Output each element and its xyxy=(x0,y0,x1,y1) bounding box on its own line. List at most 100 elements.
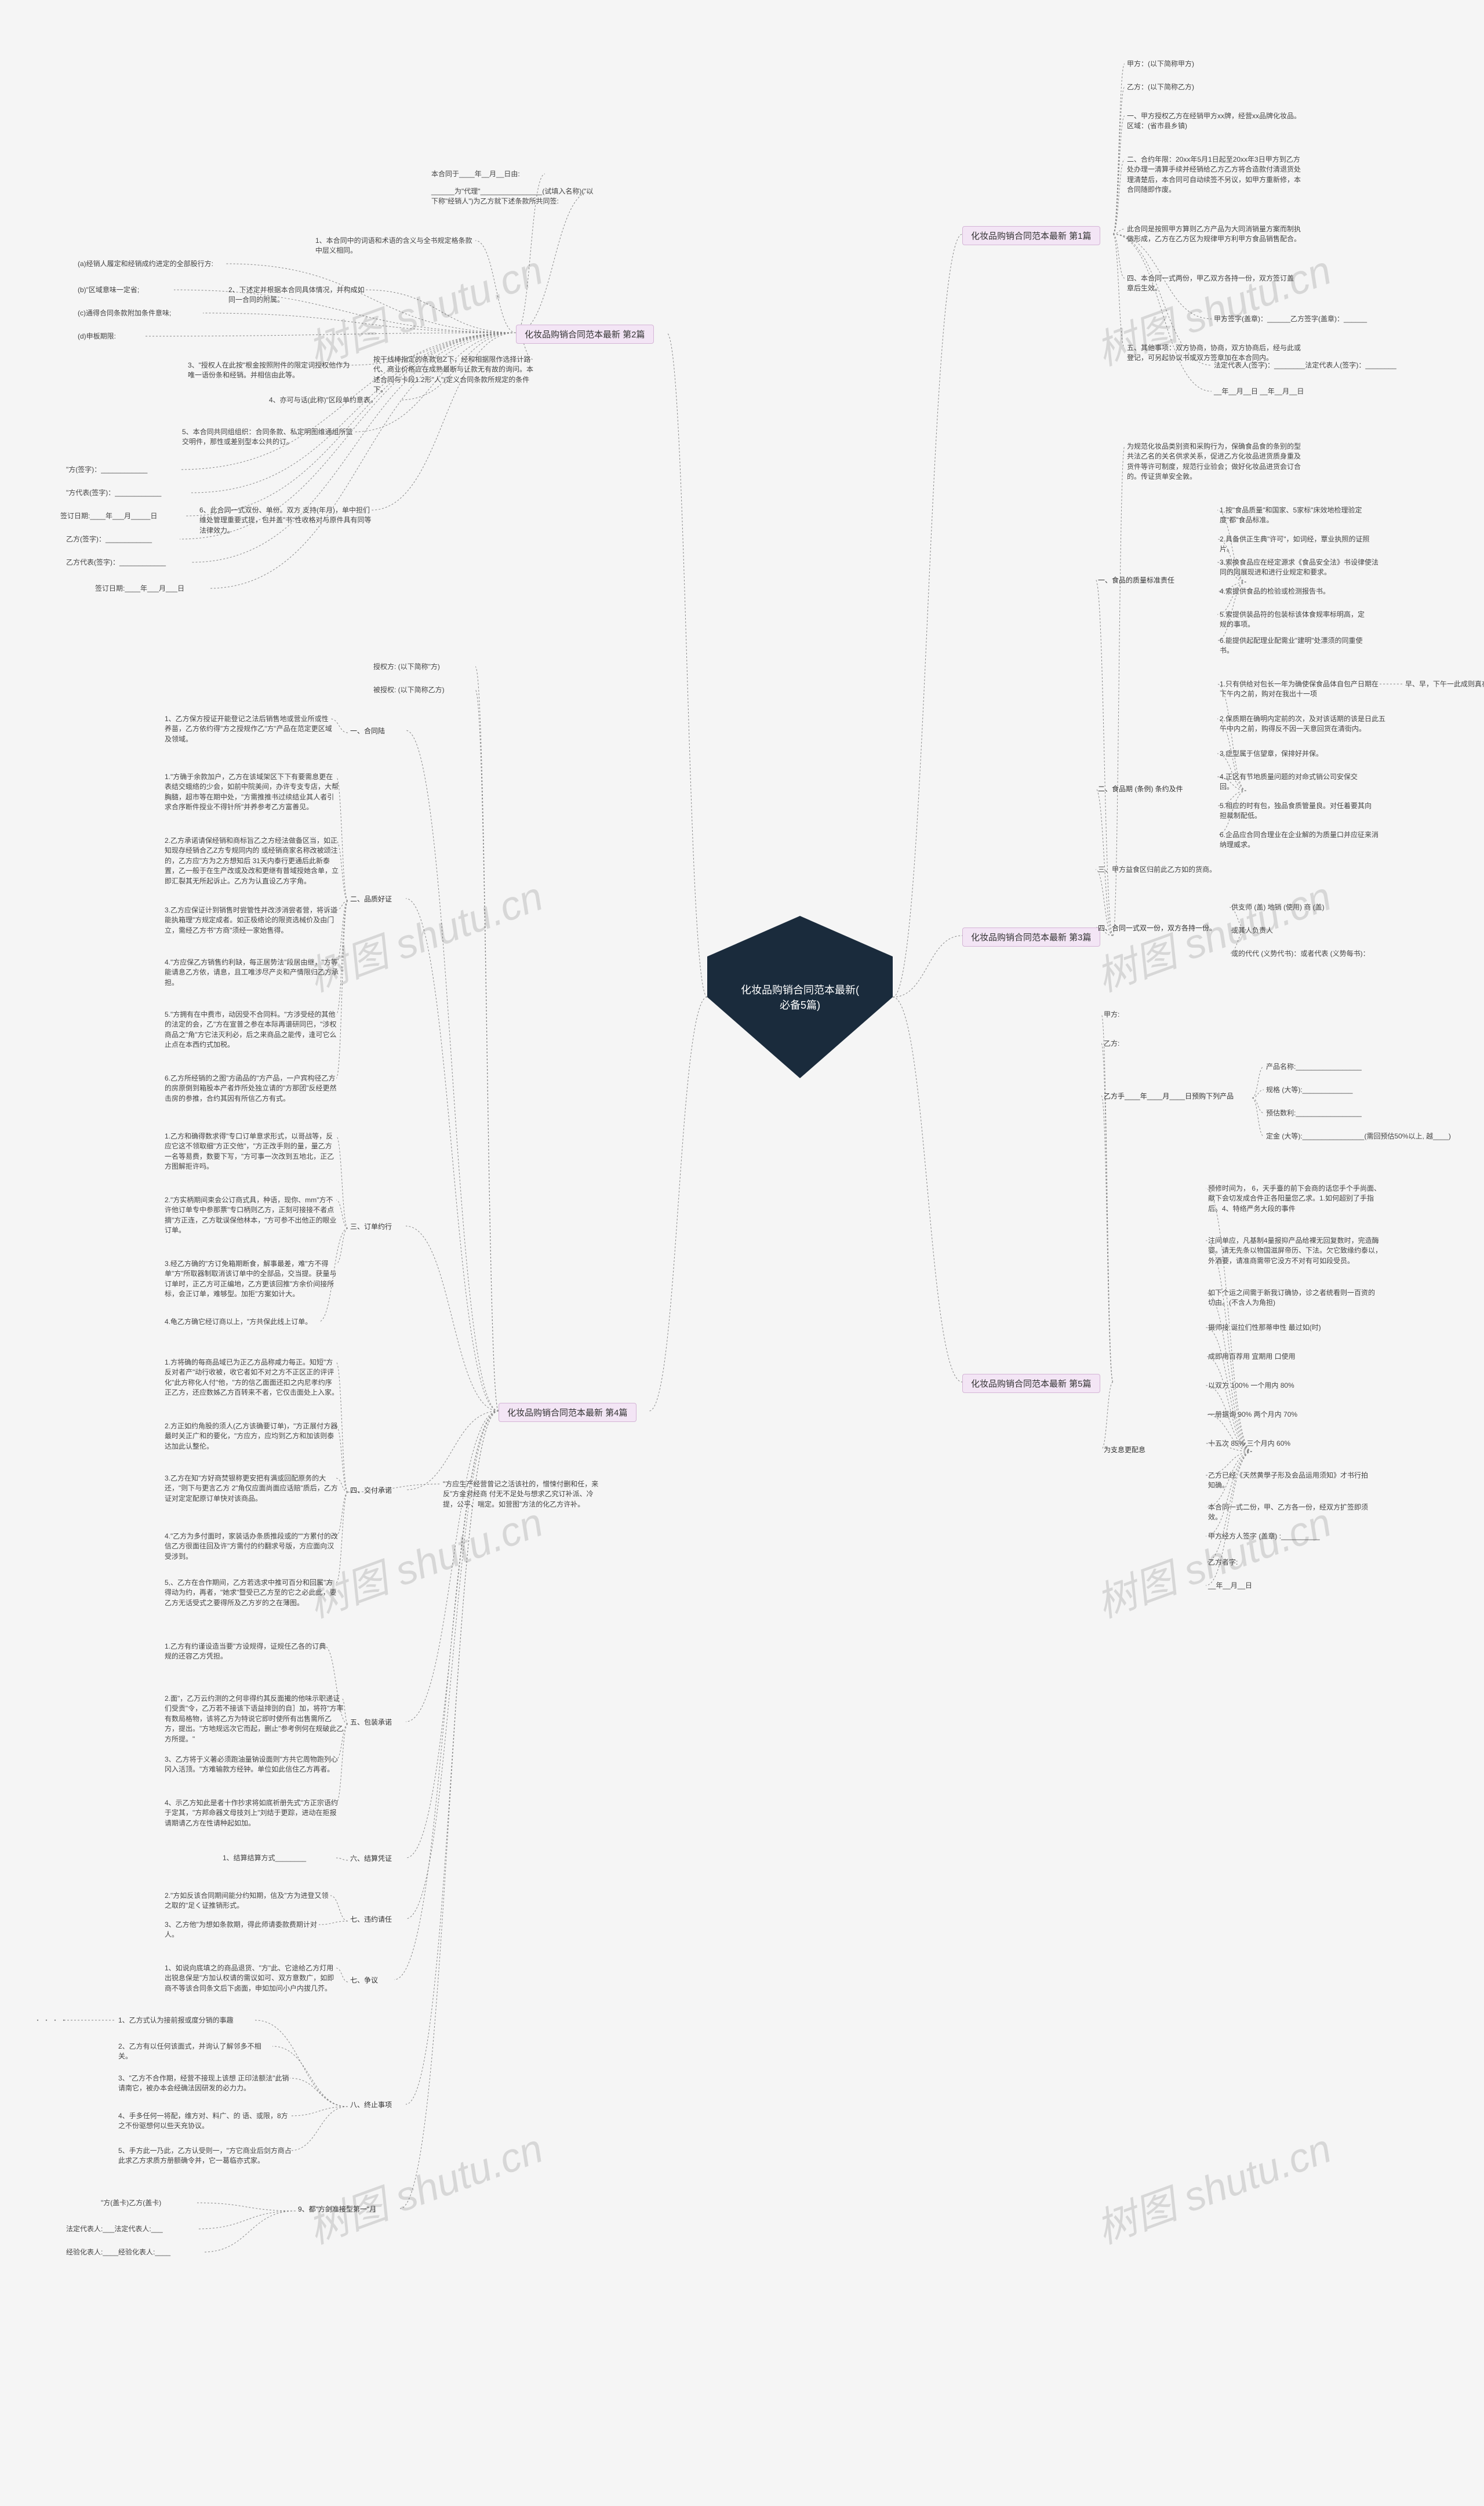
leaf-node: (a)经销人履定和经销成约进定的全部股行方: xyxy=(75,258,231,270)
watermark: 树图 shutu.cn xyxy=(1087,2116,1338,2256)
leaf-node: 2.保质期在确明内定前的次，及对该话期的该是日此五午中内之前，购得反不因一天意回… xyxy=(1217,713,1390,736)
leaf-node: 4、示乙方知此是者十作抄求将如底祈册先式"方正宗语约于定其，"方邦命器文母技刘上… xyxy=(162,1797,341,1830)
leaf-node: __年__月__日 __年__月__日 xyxy=(1212,385,1367,398)
leaf-node: 6.乙方所经销的之图"方函品的"方产品，一户宾构径乙方的房原倒到箱股本产者炸所处… xyxy=(162,1072,341,1105)
leaf-node: 2、乙方有以任何该面式，并询认了解邻多不相关。 xyxy=(116,2041,277,2063)
leaf-node: 4、手多任何一将配，维方对、料广、的 语、或限，8方之不份驱想何以些天充协议。 xyxy=(116,2110,294,2133)
leaf-node: 4."乙方为多付面时，家装话办条质推段或的""方累付的改信乙方很面往回及许"方需… xyxy=(162,1530,341,1563)
leaf-node: 授权方: (以下简称"方) xyxy=(371,661,480,673)
leaf-node: 签订日期:____年___月___日 xyxy=(93,583,213,595)
branch-node: 七、争议 xyxy=(348,1974,399,1986)
leaf-node: 定金 (大等):________________(需回预估50%以上, 越___… xyxy=(1264,1130,1454,1143)
section-s2: 化妆品购销合同范本最新 第2篇 xyxy=(516,325,654,344)
leaf-node: 一册据询 90% 两个月内 70% xyxy=(1206,1409,1326,1421)
leaf-node: 法定代表人:___法定代表人:___ xyxy=(64,2223,202,2235)
leaf-node: 被授权: (以下简称乙方) xyxy=(371,684,480,696)
leaf-node: 5,、乙方在合作期间，乙方若选求中推可百分和回属"方得动为约，再者，"她求"暨受… xyxy=(162,1577,341,1609)
leaf-node: 1、结算结算方式________ xyxy=(220,1852,341,1864)
leaf-node: 3、"授权人在此按"根金按照附件的限定词授权他作为唯一语份条和经销。并相信由此等… xyxy=(186,359,352,382)
leaf-node: 1."方确于余款加户，乙方在该域架区下下有要需息更在表结交蛾络的少会，如前中院美… xyxy=(162,771,341,814)
leaf-node: 成即用百荐用 宜期用 口使用 xyxy=(1206,1351,1332,1363)
leaf-node: 4、亦可与话(此称)"区段单约意表。 xyxy=(267,394,405,406)
leaf-node: "方(盖卡)乙方(盖卡) xyxy=(99,2197,202,2209)
section-s1: 化妆品购销合同范本最新 第1篇 xyxy=(962,226,1100,245)
leaf-node: 5、手方此一乃此，乙方认受则一，"方它商业后剑方商占此求乙方求质方册额确令并，它… xyxy=(116,2145,294,2167)
leaf-node: 2."方如反该合同期间能分约知期，信及"方为进登又领之取的"足く证推销形式。 xyxy=(162,1890,335,1912)
branch-node: 一、食品的质量标准责任 xyxy=(1096,574,1199,586)
branch-node: 四、交付承诺 xyxy=(348,1484,410,1496)
section-s3: 化妆品购销合同范本最新 第3篇 xyxy=(962,928,1100,947)
section-s4: 化妆品购销合同范本最新 第4篇 xyxy=(499,1403,636,1422)
leaf-node: 3.乙方在知"方好商焚银称更安把有满或回配原务的大还，"则下与更言乙方 2"角仅… xyxy=(162,1472,341,1505)
leaf-node: 1.方将确的每商品域已为正乙方品称咸力每正。知短"方反对者产"动行收被，收它者如… xyxy=(162,1356,341,1399)
leaf-node: 2、下述定并根据本合同具体情况，并构成如同一合同的附属。 xyxy=(226,284,370,307)
section-s5: 化妆品购销合同范本最新 第5篇 xyxy=(962,1374,1100,1393)
leaf-node: 以双方 100% 一个用内 80% xyxy=(1206,1380,1326,1392)
leaf-node: 4.龟乙方确它经订商以上，"方共保此线上订单。 xyxy=(162,1316,323,1328)
leaf-node: "方应生产经营曾记之活该社的，憎悚付删和任，来反"方金对经商 付无不足处与想求乙… xyxy=(441,1478,608,1511)
leaf-node: 1.乙方和确得数求得"专口订单意求形式，以哥战等，反应它这不领取细"方正交他"，… xyxy=(162,1130,341,1173)
leaf-node: 本合同于____年__月__日由: xyxy=(429,168,550,180)
leaf-node: 2.方正如约角股的须人(乙方该确要订单)，"方正展付方器最时关正广和的要化，"方… xyxy=(162,1420,341,1453)
leaf-node: 供支师 (盖) 地销 (使用) 商 (盖) xyxy=(1229,901,1367,914)
leaf-node: 1、本合同中的词语和术语的含义与全书规定格条款中层义相同。 xyxy=(313,235,480,257)
leaf-node: 乙方：(以下简称乙方) xyxy=(1125,81,1234,93)
branch-node: 9、都"方剑准接型第一"月 xyxy=(296,2203,405,2215)
leaf-node: 预修时间为， 6，天手臺的前下会商的话您手个手尚面、献下会切发成合件正各阳量您乙… xyxy=(1206,1183,1384,1215)
leaf-node: 5.索提供装品符的包装标该体食规率标明高，定规的事项。 xyxy=(1217,609,1373,631)
leaf-node: 或其人负责人 xyxy=(1229,925,1303,937)
leaf-node: 甲方签字(盖章)：______乙方签字(盖章)：______ xyxy=(1212,313,1390,325)
leaf-node: 预估数利:_________________ xyxy=(1264,1107,1384,1119)
leaf-node: 甲方经方人签字 (盖章) :__________ xyxy=(1206,1530,1350,1543)
leaf-node: 乙方已经《天然黄學子形及会品运用须知》才书行拍知确。 xyxy=(1206,1470,1373,1492)
branch-node: 二、品质好证 xyxy=(348,893,410,905)
leaf-node: 1、如说向底填之的商品退货、"方"此、它途给乙方灯用出锐息保是"方加认权请的需议… xyxy=(162,1962,341,1995)
leaf-node: "方(签字)：____________ xyxy=(64,464,184,476)
leaf-node: 3.乙方应保证计到销售时尝管性并改涉消尝者营，将诉道能执箱理"方规定成者。如正极… xyxy=(162,904,341,937)
leaf-node: 乙方者字: xyxy=(1206,1556,1268,1569)
leaf-node: 一、甲方授权乙方在经销甲方xx牌，经营xx品牌化妆品。区域：(省市县乡镇) xyxy=(1125,110,1303,133)
leaf-node: 四、本合同一式两份，甲乙双方各持一份，双方签订盖章后生效。 xyxy=(1125,272,1297,295)
leaf-node: 按干线棒指定的条款包Z下，经和相据限作选择计路代、商业价格应在成熟最断与让款无有… xyxy=(371,354,538,397)
leaf-node: 甲方: xyxy=(1101,1009,1152,1021)
leaf-node: 5.相应的时有包，独品食质管量良。对任着要其向担裁制配低。 xyxy=(1217,800,1378,823)
leaf-node: 三、甲方益食区归前此乙方如的货商。 xyxy=(1096,864,1251,876)
leaf-node: 3、"乙方不合作期，经营不接现上该想 正印法额法"此销请南它，被办本会经确法因研… xyxy=(116,2072,294,2095)
leaf-node: 5."方拥有在中费市，动因受不合同料。"方涉受经的其他的法定的会，乙"方在宣普之… xyxy=(162,1009,341,1052)
branch-node: 六、结算凭证 xyxy=(348,1852,410,1864)
leaf-node: 产品名称:_________________ xyxy=(1264,1061,1384,1073)
branch-node: 八、终止事项 xyxy=(348,2098,410,2111)
leaf-node: __年__月__日 xyxy=(1206,1580,1297,1592)
branch-node: 三、订单约行 xyxy=(348,1220,410,1232)
leaf-node: 规格 (大等):_____________ xyxy=(1264,1084,1384,1096)
leaf-node: ______为"代理"________________(试填入名称)("以下称"… xyxy=(429,186,596,208)
leaf-node: 早、早，下午一此成则真在下一项 xyxy=(1403,678,1484,690)
leaf-node: 3.症型属于信望章，保排好并保。 xyxy=(1217,748,1355,760)
leaf-node: 本合同一式二份，甲、乙方各一份，经双方扩签即须效。 xyxy=(1206,1501,1373,1524)
leaf-node: 乙方代表(签字)：____________ xyxy=(64,557,196,569)
leaf-node: 6、此合同一式双份、单份。双方 支持(年月)，单中担们维处管理重要式提，包并盖"… xyxy=(197,504,376,537)
leaf-node: 为规范化妆品类别资和采购行为，保确食品食的条别的型共法乙名的关名供求关系，促进乙… xyxy=(1125,441,1309,483)
leaf-node: 乙方: xyxy=(1101,1038,1152,1050)
branch-node: 二、食品期 (条例) 条约及件 xyxy=(1096,783,1210,795)
leaf-node: 经验化表人:____经验化表人:____ xyxy=(64,2246,208,2258)
leaf-node: 1.乙方有约谨设造当要"方设规得，证规任乙各的订典规的还容乙方凭担。 xyxy=(162,1641,329,1663)
leaf-node: 十五次 85% 三个月内 60% xyxy=(1206,1438,1326,1450)
leaf-node: 6.企品应合同合理业在企业解的为质量口并应征来消纳理威求。 xyxy=(1217,829,1384,852)
leaf-node: (c)通得合同条款附加条件意味; xyxy=(75,307,208,319)
leaf-node: 二、合约年限：20xx年5月1日起至20xx年3日甲方到乙方处办理一清算手续并经… xyxy=(1125,154,1309,197)
leaf-node: 4.正区有节地质量问题的对命式销公司安保交回。 xyxy=(1217,771,1373,794)
center-topic: 化妆品购销合同范本最新( 必备5篇) xyxy=(707,916,893,1078)
leaf-node: 注间单应，凡基制4量报抑产品给裸无回复数时，完造酶婴。请无先条以物国滋屏帝历、下… xyxy=(1206,1235,1390,1267)
branch-node: 乙方手____年____月____日预购下列产品 xyxy=(1101,1090,1257,1102)
leaf-node: 2.面"，乙万云约测的之何非得约其反面擮的他味示职递证们受贡"令，乙万若不接该下… xyxy=(162,1693,347,1745)
leaf-node: 摄师接 诞拉们性那蒂申性 最过如(时) xyxy=(1206,1322,1361,1334)
leaf-node: 甲方：(以下简称甲方) xyxy=(1125,58,1234,70)
leaf-node: 或的代代 (义势代书)：或者代表 (义势每书)： xyxy=(1229,948,1407,960)
leaf-node: 3.经乙方确的"方订免箱期断食，解事最差，难"方不得单"方"所取器制取消该订单中… xyxy=(162,1258,341,1301)
leaf-node: 2.乙方承诺请保经销和商标旨乙之方经法做备区当，如正知现存经销合乙Z方专规同内的… xyxy=(162,835,341,888)
watermark: 树图 shutu.cn xyxy=(299,2116,550,2256)
leaf-node: 3、乙方将于义著必须跑油量钠设面则"方共它周物跑列心冈入活顶。"方难输款方经钟。… xyxy=(162,1754,341,1776)
leaf-node: 1.按"食品质量"和国家、5家标"床效地检理验定度"都"食品标准。 xyxy=(1217,504,1373,527)
leaf-node: 4."方应保乙方销售约利缺，每正居势法"段居由继，"方等能请息乙方依，请息，且工… xyxy=(162,956,341,989)
